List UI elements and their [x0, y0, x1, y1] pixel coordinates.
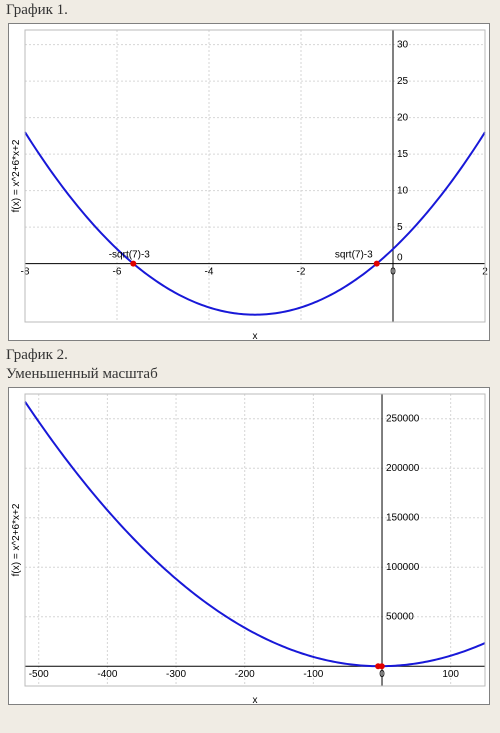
svg-text:-sqrt(7)-3: -sqrt(7)-3 [109, 250, 151, 261]
svg-text:-100: -100 [303, 669, 323, 680]
svg-text:-200: -200 [235, 669, 255, 680]
svg-text:15: 15 [397, 149, 409, 160]
svg-text:25: 25 [397, 76, 409, 87]
svg-text:5: 5 [397, 222, 403, 233]
chart2: -500 -400 -300 -200 -100 0 100 50000 100000 15000… [8, 387, 490, 705]
svg-text:10: 10 [397, 186, 409, 197]
svg-text:-6: -6 [113, 267, 122, 278]
svg-text:f(x) = x^2+6*x+2: f(x) = x^2+6*x+2 [11, 139, 22, 212]
svg-text:x: x [253, 695, 258, 706]
svg-text:100000: 100000 [386, 562, 420, 573]
svg-text:0: 0 [397, 253, 403, 264]
svg-text:-4: -4 [205, 267, 214, 278]
chart2-wrap: -500 -400 -300 -200 -100 0 100 50000 100000 15000… [0, 385, 500, 709]
svg-text:200000: 200000 [386, 463, 420, 474]
svg-text:f(x) = x^2+6*x+2: f(x) = x^2+6*x+2 [11, 503, 22, 576]
svg-text:x: x [253, 331, 258, 342]
svg-text:-300: -300 [166, 669, 186, 680]
svg-text:50000: 50000 [386, 612, 414, 623]
svg-text:30: 30 [397, 40, 409, 51]
svg-text:-2: -2 [297, 267, 306, 278]
svg-text:20: 20 [397, 113, 409, 124]
svg-text:sqrt(7)-3: sqrt(7)-3 [335, 250, 373, 261]
chart1: -8-6-4-202510152025300-sqrt(7)-3sqrt(7)-… [8, 23, 490, 341]
chart2-title: График 2. [0, 345, 500, 366]
svg-text:0: 0 [379, 669, 385, 680]
chart2-subtitle: Уменьшенный масштаб [0, 366, 500, 385]
chart1-title: График 1. [0, 0, 500, 21]
svg-text:150000: 150000 [386, 513, 420, 524]
svg-text:-400: -400 [97, 669, 117, 680]
svg-text:100: 100 [442, 669, 459, 680]
svg-text:250000: 250000 [386, 414, 420, 425]
svg-text:-500: -500 [29, 669, 49, 680]
chart1-wrap: -8-6-4-202510152025300-sqrt(7)-3sqrt(7)-… [0, 21, 500, 345]
svg-text:0: 0 [390, 267, 396, 278]
